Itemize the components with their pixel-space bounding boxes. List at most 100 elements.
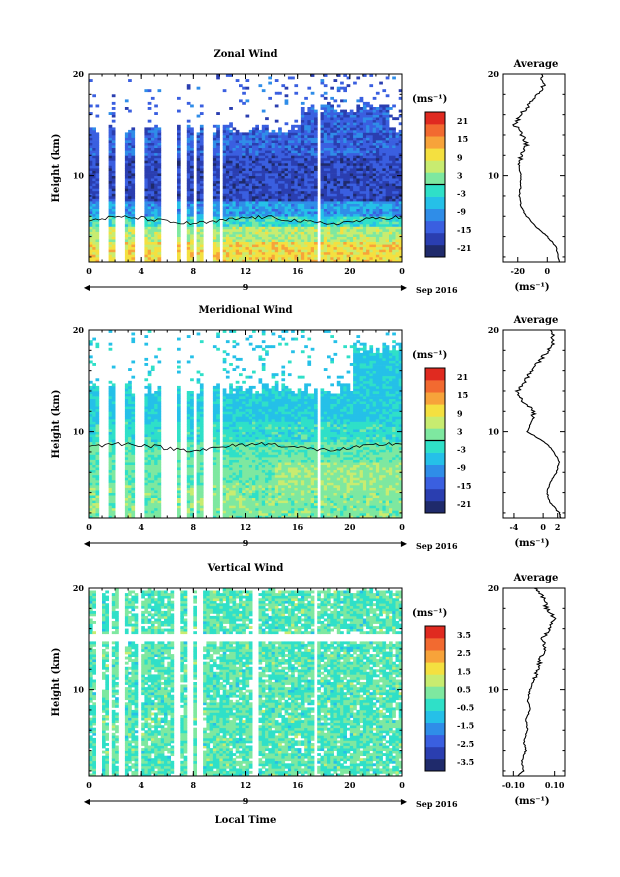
heatmap-cell	[131, 429, 135, 432]
heatmap-cell	[255, 257, 259, 260]
heatmap-cell	[187, 234, 191, 237]
heatmap-cell	[128, 239, 132, 242]
heatmap-cell	[148, 424, 152, 427]
heatmap-cell	[307, 193, 311, 196]
heatmap-cell	[216, 140, 220, 143]
heatmap-cell	[154, 252, 158, 255]
heatmap-cell	[96, 229, 100, 232]
heatmap-cell	[363, 127, 367, 130]
heatmap-cell	[392, 211, 396, 214]
heatmap-cell	[330, 237, 334, 240]
heatmap-cell	[96, 160, 100, 163]
heatmap-cell	[233, 127, 237, 130]
heatmap-cell	[109, 439, 113, 442]
heatmap-cell	[128, 388, 132, 391]
heatmap-cell	[265, 132, 269, 135]
heatmap-cell	[350, 150, 354, 153]
heatmap-cell	[324, 127, 328, 130]
heatmap-cell	[285, 226, 289, 229]
heatmap-cell	[148, 257, 152, 260]
heatmap-cell	[109, 237, 113, 240]
heatmap-cell	[148, 199, 152, 202]
heatmap-cell	[96, 163, 100, 166]
heatmap-cell	[92, 510, 96, 513]
heatmap-cell	[259, 143, 263, 146]
heatmap-cell	[356, 229, 360, 232]
heatmap-cell	[249, 168, 253, 171]
heatmap-cell	[92, 135, 96, 138]
heatmap-cell	[96, 480, 100, 483]
heatmap-cell	[89, 482, 93, 485]
heatmap-cell	[109, 500, 113, 503]
heatmap-cell	[288, 176, 292, 179]
heatmap-cell	[144, 173, 148, 176]
colorbar-unit: (ms⁻¹)	[412, 94, 447, 105]
heatmap-cell	[151, 193, 155, 196]
heatmap-cell	[304, 97, 308, 100]
heatmap-cell	[246, 115, 250, 118]
heatmap-cell	[363, 237, 367, 240]
heatmap-cell	[144, 237, 148, 240]
heatmap-cell	[340, 214, 344, 217]
heatmap-cell	[213, 206, 217, 209]
heatmap-cell	[360, 145, 364, 148]
heatmap-cell	[291, 158, 295, 161]
heatmap-cell	[249, 178, 253, 181]
heatmap-cell	[343, 153, 347, 156]
heatmap-cell	[112, 477, 116, 480]
heatmap-cell	[281, 191, 285, 194]
heatmap-cell	[125, 150, 129, 153]
heatmap-cell	[294, 145, 298, 148]
heatmap-cell	[226, 209, 230, 212]
heatmap-cell	[340, 138, 344, 141]
heatmap-cell	[288, 193, 292, 196]
heatmap-cell	[151, 490, 155, 493]
heatmap-cell	[262, 232, 266, 235]
heatmap-cell	[265, 168, 269, 171]
heatmap-cell	[334, 140, 338, 143]
heatmap-cell	[151, 414, 155, 417]
heatmap-cell	[144, 500, 148, 503]
heatmap-cell	[125, 257, 129, 260]
heatmap-cell	[389, 224, 393, 227]
heatmap-cell	[158, 237, 162, 240]
heatmap-cell	[125, 401, 129, 404]
heatmap-cell	[216, 143, 220, 146]
heatmap-cell	[236, 163, 240, 166]
heatmap-cell	[396, 199, 400, 202]
heatmap-cell	[285, 201, 289, 204]
heatmap-cell	[262, 196, 266, 199]
heatmap-cell	[154, 247, 158, 250]
heatmap-cell	[321, 193, 325, 196]
heatmap-cell	[389, 168, 393, 171]
heatmap-cell	[252, 178, 256, 181]
heatmap-cell	[233, 181, 237, 184]
heatmap-cell	[376, 166, 380, 169]
heatmap-cell	[216, 204, 220, 207]
heatmap-cell	[324, 209, 328, 212]
heatmap-cell	[379, 209, 383, 212]
heatmap-cell	[96, 439, 100, 442]
heatmap-cell	[213, 254, 217, 257]
heatmap-cell	[190, 143, 194, 146]
heatmap-cell	[131, 158, 135, 161]
heatmap-cell	[131, 510, 135, 513]
heatmap-cell	[197, 183, 201, 186]
heatmap-cell	[226, 196, 230, 199]
heatmap-cell	[216, 196, 220, 199]
heatmap-cell	[92, 477, 96, 480]
heatmap-cell	[294, 155, 298, 158]
heatmap-cell	[278, 211, 282, 214]
heatmap-cell	[249, 257, 253, 260]
heatmap-cell	[229, 206, 233, 209]
heatmap-cell	[255, 168, 259, 171]
heatmap-cell	[144, 242, 148, 245]
heatmap-cell	[125, 219, 129, 222]
heatmap-cell	[311, 209, 315, 212]
heatmap-cell	[158, 150, 162, 153]
heatmap-cell	[386, 168, 390, 171]
heatmap-cell	[363, 254, 367, 257]
heatmap-cell	[158, 247, 162, 250]
heatmap-cell	[92, 449, 96, 452]
heatmap-cell	[396, 178, 400, 181]
